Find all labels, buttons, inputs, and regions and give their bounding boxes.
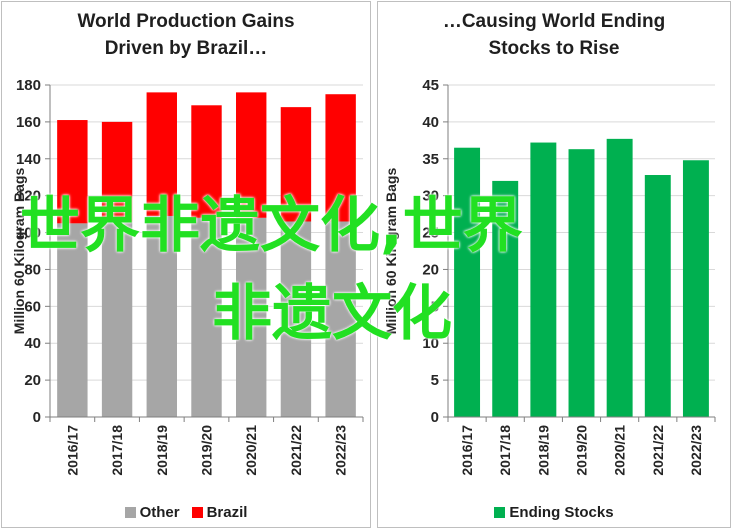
production-chart-legend: Other Brazil [2,504,370,521]
stocks-chart-title-line-1: …Causing World Ending [442,11,666,32]
production-y-tick-label: 40 [24,335,41,352]
stocks-bar-ending-stocks [606,138,633,417]
production-y-tick-label: 60 [24,298,41,315]
legend-swatch-other [124,507,136,518]
production-bar-brazil [236,92,267,218]
production-bar-other [101,221,133,417]
watermark-text-line-2: 非遗文化 [212,279,452,349]
production-bar-other [146,215,177,417]
stocks-x-tick-label: 2016/17 [459,425,475,476]
production-y-tick-label: 120 [16,188,41,205]
production-x-tick-label: 2019/20 [199,425,215,476]
production-chart-panel: World Production Gains Driven by Brazil…… [1,1,371,528]
legend-swatch-ending-stocks [494,507,506,518]
stocks-bar-ending-stocks [682,160,709,417]
stocks-y-tick-label: 30 [422,188,439,205]
stocks-chart-title: …Causing World Ending Stocks to Rise [378,8,730,62]
production-bar-other [57,223,88,417]
stocks-y-tick-label: 15 [422,298,439,315]
stocks-x-tick-label: 2021/22 [650,425,666,476]
legend-item-other: Other [124,504,180,521]
stocks-chart-svg: 0 5 10 15 20 25 30 35 40 45 2016/17 2017/18 2018/19 2… [383,77,716,476]
legend-item-brazil: Brazil [191,504,248,521]
stocks-chart-title-line-2: Stocks to Rise [488,38,620,59]
production-bar-brazil [325,94,356,222]
legend-swatch-brazil [191,507,203,518]
legend-label-brazil: Brazil [206,504,248,521]
production-y-tick-label: 80 [24,261,41,278]
production-y-tick-label: 20 [24,372,41,389]
production-chart-title: World Production Gains Driven by Brazil… [2,8,370,62]
stocks-y-tick-label: 0 [431,409,439,426]
legend-item-ending-stocks: Ending Stocks [494,504,614,521]
legend-label-other: Other [139,504,180,521]
stocks-y-tick-label: 35 [422,151,439,168]
production-bar-brazil [280,107,312,222]
production-x-tick-label: 2022/23 [333,425,349,476]
stocks-chart-panel: …Causing World Ending Stocks to Rise 0 5 1… [377,1,731,528]
stocks-y-tick-label: 25 [422,225,439,242]
production-bar-other [325,221,356,417]
stocks-y-tick-label: 20 [422,261,439,278]
stocks-x-tick-label: 2017/18 [497,425,513,476]
stocks-x-tick-label: 2020/21 [612,425,628,476]
production-y-tick-label: 0 [33,409,41,426]
stocks-y-tick-label: 40 [422,114,439,131]
watermark-text-line-1: 世界非遗文化,世界 [20,191,523,261]
stocks-bar-ending-stocks [492,180,519,417]
production-bar-brazil [146,92,177,216]
stocks-bar-ending-stocks [644,175,671,417]
production-bar-brazil [101,121,133,222]
production-y-axis-label: Million 60 Kilogram Bags [11,168,27,335]
stocks-y-axis-label: Million 60 Kilogram Bags [383,168,399,335]
production-bar-other [280,221,312,417]
production-x-tick-label: 2021/22 [288,425,304,476]
stocks-bar-ending-stocks [454,147,481,417]
stocks-x-tick-label: 2018/19 [535,425,551,476]
production-bar-other [191,217,222,417]
stocks-y-tick-label: 5 [431,372,439,389]
production-chart-title-line-1: World Production Gains [77,11,295,32]
production-x-tick-label: 2017/18 [109,425,125,476]
production-chart-svg: 0 20 40 60 80 100 120 140 160 180 2016/17 2017/18 20… [11,77,364,476]
production-y-tick-label: 180 [16,77,41,94]
stocks-x-tick-label: 2022/23 [688,425,704,476]
production-bar-brazil [57,120,88,224]
production-y-tick-label: 160 [16,114,41,131]
production-x-tick-label: 2018/19 [154,425,170,476]
production-x-tick-label: 2020/21 [243,425,259,476]
stocks-bar-ending-stocks [568,149,595,418]
stocks-bar-ending-stocks [530,142,557,417]
production-y-tick-label: 100 [16,225,41,242]
production-x-tick-label: 2016/17 [64,425,80,476]
stocks-chart-legend: Ending Stocks [378,504,730,521]
production-bar-other [236,217,267,417]
stocks-x-tick-label: 2019/20 [574,425,590,476]
stocks-y-tick-label: 45 [422,77,439,94]
production-chart-title-line-2: Driven by Brazil… [104,38,268,59]
stocks-y-tick-label: 10 [422,335,439,352]
production-y-tick-label: 140 [16,151,41,168]
production-bar-brazil [191,105,222,218]
legend-label-ending-stocks: Ending Stocks [509,504,614,521]
